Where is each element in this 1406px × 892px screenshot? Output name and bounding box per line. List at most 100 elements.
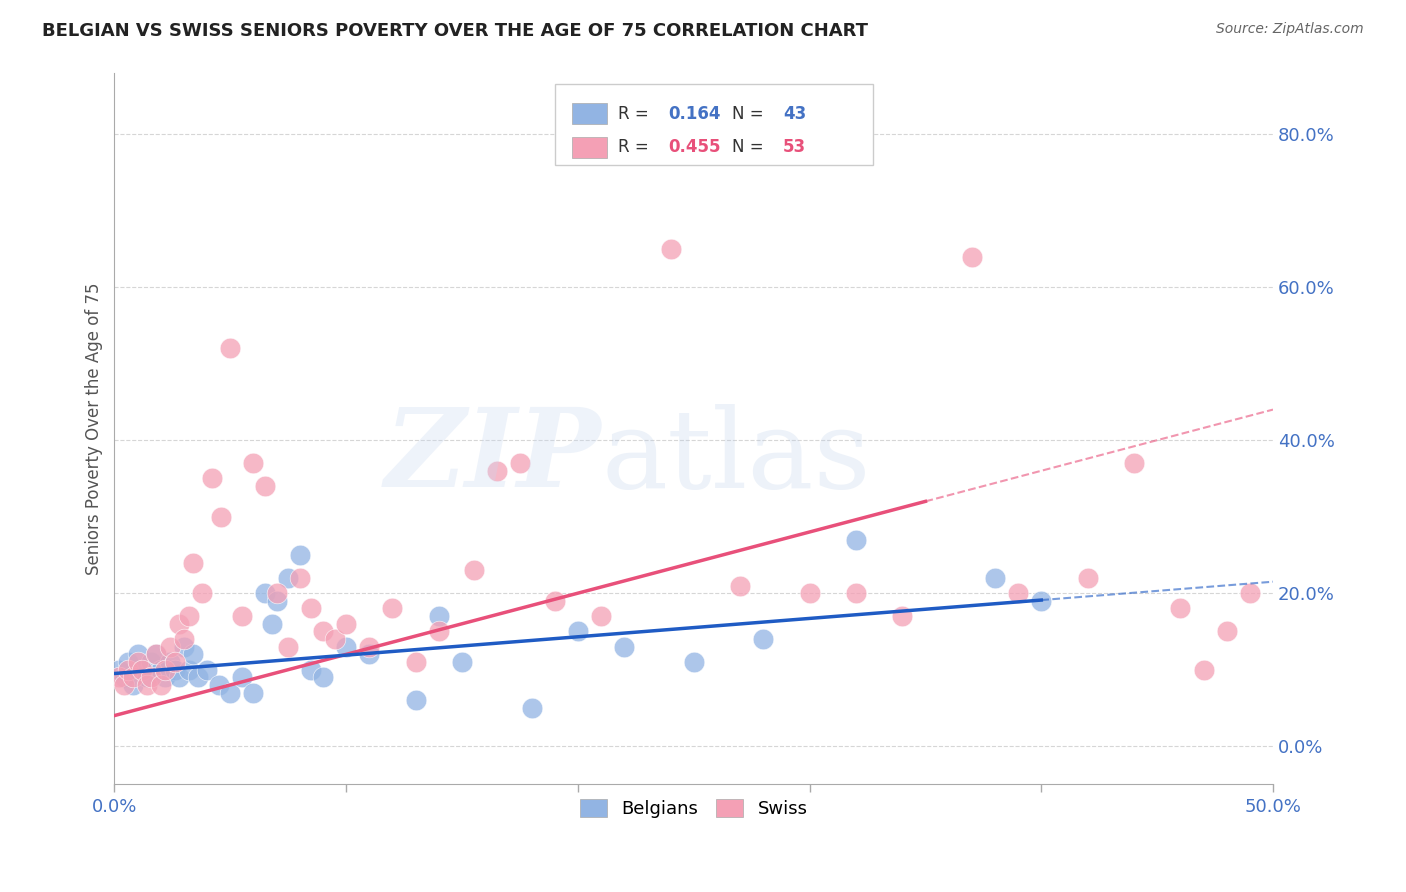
Point — [253, 479, 276, 493]
Point — [509, 456, 531, 470]
Point — [159, 655, 181, 669]
Point — [752, 632, 775, 646]
Point — [1123, 456, 1146, 470]
Point — [451, 655, 474, 669]
Text: N =: N = — [733, 104, 769, 122]
Point — [135, 678, 157, 692]
Point — [1007, 586, 1029, 600]
Y-axis label: Seniors Poverty Over the Age of 75: Seniors Poverty Over the Age of 75 — [86, 283, 103, 575]
Point — [381, 601, 404, 615]
Point — [108, 663, 131, 677]
Point — [520, 701, 543, 715]
Text: 53: 53 — [783, 138, 806, 156]
Point — [463, 563, 485, 577]
Point — [155, 663, 177, 677]
Point — [173, 632, 195, 646]
Point — [141, 670, 163, 684]
Point — [299, 663, 322, 677]
Bar — [572, 103, 607, 124]
Point — [845, 586, 868, 600]
Point — [149, 663, 172, 677]
Point — [209, 509, 232, 524]
Point — [131, 663, 153, 677]
Point — [845, 533, 868, 547]
Point — [1192, 663, 1215, 677]
Point — [312, 624, 335, 639]
Point — [208, 678, 231, 692]
Point — [117, 655, 139, 669]
Point — [323, 632, 346, 646]
Point — [589, 609, 612, 624]
Point — [1239, 586, 1261, 600]
Point — [613, 640, 636, 654]
Point — [141, 655, 163, 669]
Point — [173, 640, 195, 654]
Point — [544, 594, 567, 608]
Point — [891, 609, 914, 624]
Point — [405, 655, 427, 669]
Point — [242, 456, 264, 470]
Text: ZIP: ZIP — [384, 403, 600, 511]
Point — [201, 471, 224, 485]
Point — [359, 640, 381, 654]
Point — [984, 571, 1007, 585]
Point — [169, 616, 191, 631]
Point — [163, 663, 186, 677]
Point — [659, 242, 682, 256]
Point — [231, 670, 253, 684]
Point — [163, 655, 186, 669]
Text: R =: R = — [619, 104, 654, 122]
Point — [266, 594, 288, 608]
Point — [299, 601, 322, 615]
Point — [108, 670, 131, 684]
Point — [1031, 594, 1053, 608]
Point — [122, 670, 145, 684]
Point — [567, 624, 589, 639]
Point — [135, 670, 157, 684]
Point — [253, 586, 276, 600]
Point — [181, 648, 204, 662]
Point — [288, 548, 311, 562]
Point — [1077, 571, 1099, 585]
Point — [277, 640, 299, 654]
Point — [149, 678, 172, 692]
Point — [177, 609, 200, 624]
Point — [169, 670, 191, 684]
Point — [1168, 601, 1191, 615]
FancyBboxPatch shape — [555, 84, 873, 166]
Text: atlas: atlas — [600, 404, 870, 510]
Point — [187, 670, 209, 684]
Point — [159, 640, 181, 654]
Point — [335, 616, 357, 631]
Point — [131, 663, 153, 677]
Point — [260, 616, 283, 631]
Point — [145, 648, 167, 662]
Point — [728, 578, 751, 592]
Point — [1215, 624, 1237, 639]
Point — [335, 640, 357, 654]
Point — [195, 663, 218, 677]
Point — [127, 648, 149, 662]
Point — [266, 586, 288, 600]
Point — [359, 648, 381, 662]
Point — [242, 685, 264, 699]
Point — [231, 609, 253, 624]
Point — [960, 250, 983, 264]
Point — [112, 670, 135, 684]
Point — [191, 586, 214, 600]
Point — [219, 685, 242, 699]
Text: Source: ZipAtlas.com: Source: ZipAtlas.com — [1216, 22, 1364, 37]
Point — [155, 670, 177, 684]
Point — [682, 655, 704, 669]
Point — [405, 693, 427, 707]
Point — [288, 571, 311, 585]
Point — [181, 556, 204, 570]
Bar — [572, 136, 607, 158]
Text: 43: 43 — [783, 104, 806, 122]
Point — [112, 678, 135, 692]
Point — [427, 624, 450, 639]
Point — [799, 586, 821, 600]
Text: 0.164: 0.164 — [668, 104, 721, 122]
Text: N =: N = — [733, 138, 769, 156]
Point — [277, 571, 299, 585]
